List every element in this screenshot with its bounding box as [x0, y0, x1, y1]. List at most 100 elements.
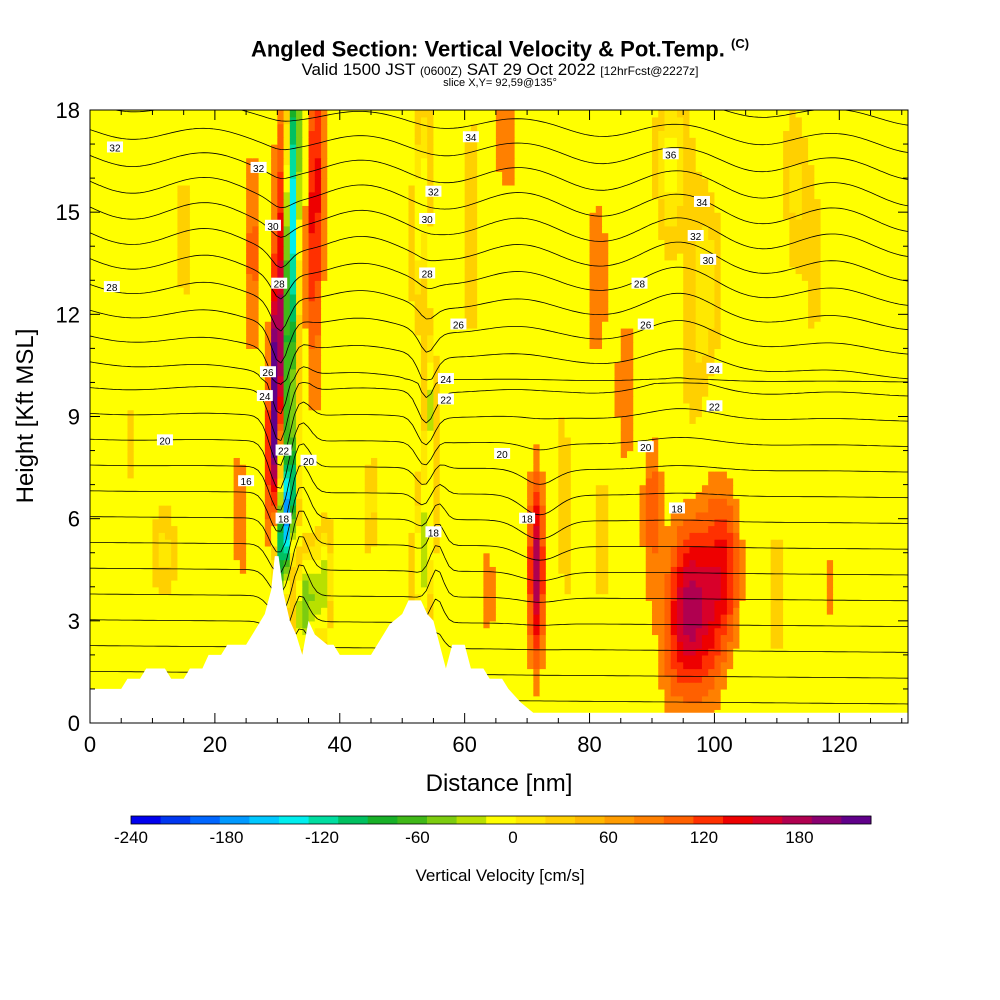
velocity-cell	[851, 559, 859, 567]
velocity-cell	[158, 477, 166, 486]
velocity-cell	[570, 566, 578, 574]
velocity-cell	[826, 559, 834, 567]
velocity-cell	[339, 511, 347, 520]
velocity-cell	[645, 600, 653, 608]
velocity-cell	[339, 532, 347, 540]
velocity-cell	[876, 675, 884, 683]
velocity-cell	[539, 545, 547, 554]
velocity-cell	[420, 505, 428, 513]
velocity-cell	[870, 600, 878, 608]
velocity-cell	[789, 464, 797, 472]
velocity-cell	[127, 627, 135, 636]
velocity-cell	[839, 668, 847, 676]
velocity-cell	[739, 586, 747, 595]
velocity-cell	[826, 464, 834, 472]
velocity-cell	[664, 532, 672, 540]
velocity-cell	[720, 552, 728, 561]
velocity-cell	[277, 559, 285, 567]
velocity-cell	[577, 688, 584, 697]
velocity-cell	[552, 464, 559, 472]
velocity-cell	[558, 579, 566, 588]
velocity-cell	[395, 470, 403, 479]
velocity-cell	[383, 470, 391, 479]
velocity-cell	[239, 545, 247, 554]
velocity-cell	[402, 559, 410, 567]
velocity-cell	[545, 498, 553, 506]
velocity-cell	[489, 600, 497, 608]
velocity-cell	[783, 661, 790, 670]
velocity-cell	[427, 579, 435, 588]
velocity-cell	[296, 539, 303, 547]
velocity-cell	[402, 491, 410, 499]
velocity-cell	[733, 464, 740, 472]
velocity-cell	[527, 491, 534, 499]
velocity-cell	[246, 532, 253, 540]
velocity-cell	[839, 600, 847, 608]
velocity-cell	[133, 525, 141, 533]
velocity-cell	[370, 620, 378, 629]
velocity-cell	[520, 532, 528, 540]
velocity-cell	[458, 491, 466, 499]
velocity-cell	[764, 654, 772, 663]
velocity-cell	[439, 491, 447, 499]
velocity-cell	[133, 477, 141, 486]
velocity-cell	[189, 545, 197, 554]
velocity-cell	[164, 607, 172, 615]
velocity-cell	[370, 525, 378, 533]
velocity-cell	[277, 545, 285, 554]
velocity-cell	[508, 491, 516, 499]
velocity-cell	[795, 532, 803, 540]
velocity-cell	[589, 518, 597, 527]
velocity-cell	[377, 545, 385, 554]
velocity-cell	[633, 668, 641, 676]
velocity-cell	[214, 641, 222, 649]
velocity-cell	[527, 484, 534, 493]
velocity-cell	[558, 668, 566, 676]
velocity-cell	[152, 525, 160, 533]
velocity-cell	[502, 661, 509, 670]
velocity-cell	[689, 654, 697, 663]
velocity-cell	[339, 552, 347, 561]
velocity-cell	[96, 559, 104, 567]
velocity-cell	[764, 525, 772, 533]
velocity-cell	[520, 470, 528, 479]
velocity-cell	[264, 518, 272, 527]
velocity-cell	[602, 552, 609, 561]
velocity-cell	[614, 675, 622, 683]
velocity-cell	[508, 654, 516, 663]
velocity-cell	[395, 545, 403, 554]
velocity-cell	[695, 464, 703, 472]
velocity-cell	[764, 579, 772, 588]
velocity-cell	[308, 498, 316, 506]
velocity-cell	[239, 600, 247, 608]
velocity-cell	[164, 579, 172, 588]
velocity-cell	[370, 464, 378, 472]
velocity-cell	[208, 525, 216, 533]
velocity-cell	[445, 579, 453, 588]
velocity-cell	[739, 682, 747, 690]
velocity-cell	[527, 545, 534, 554]
velocity-cell	[833, 498, 840, 506]
velocity-cell	[864, 586, 872, 595]
velocity-cell	[839, 586, 847, 595]
velocity-cell	[389, 566, 397, 574]
velocity-cell	[514, 607, 522, 615]
velocity-cell	[127, 607, 135, 615]
velocity-cell	[820, 525, 828, 533]
velocity-cell	[296, 566, 303, 574]
velocity-cell	[858, 511, 865, 520]
velocity-cell	[520, 675, 528, 683]
velocity-cell	[627, 675, 634, 683]
velocity-cell	[402, 545, 410, 554]
velocity-cell	[90, 505, 97, 513]
velocity-cell	[858, 627, 865, 636]
velocity-cell	[102, 675, 110, 683]
velocity-cell	[402, 518, 410, 527]
velocity-cell	[739, 491, 747, 499]
velocity-cell	[183, 484, 191, 493]
velocity-cell	[489, 641, 497, 649]
velocity-cell	[708, 702, 716, 710]
velocity-cell	[358, 525, 366, 533]
velocity-cell	[564, 559, 572, 567]
velocity-cell	[564, 607, 572, 615]
